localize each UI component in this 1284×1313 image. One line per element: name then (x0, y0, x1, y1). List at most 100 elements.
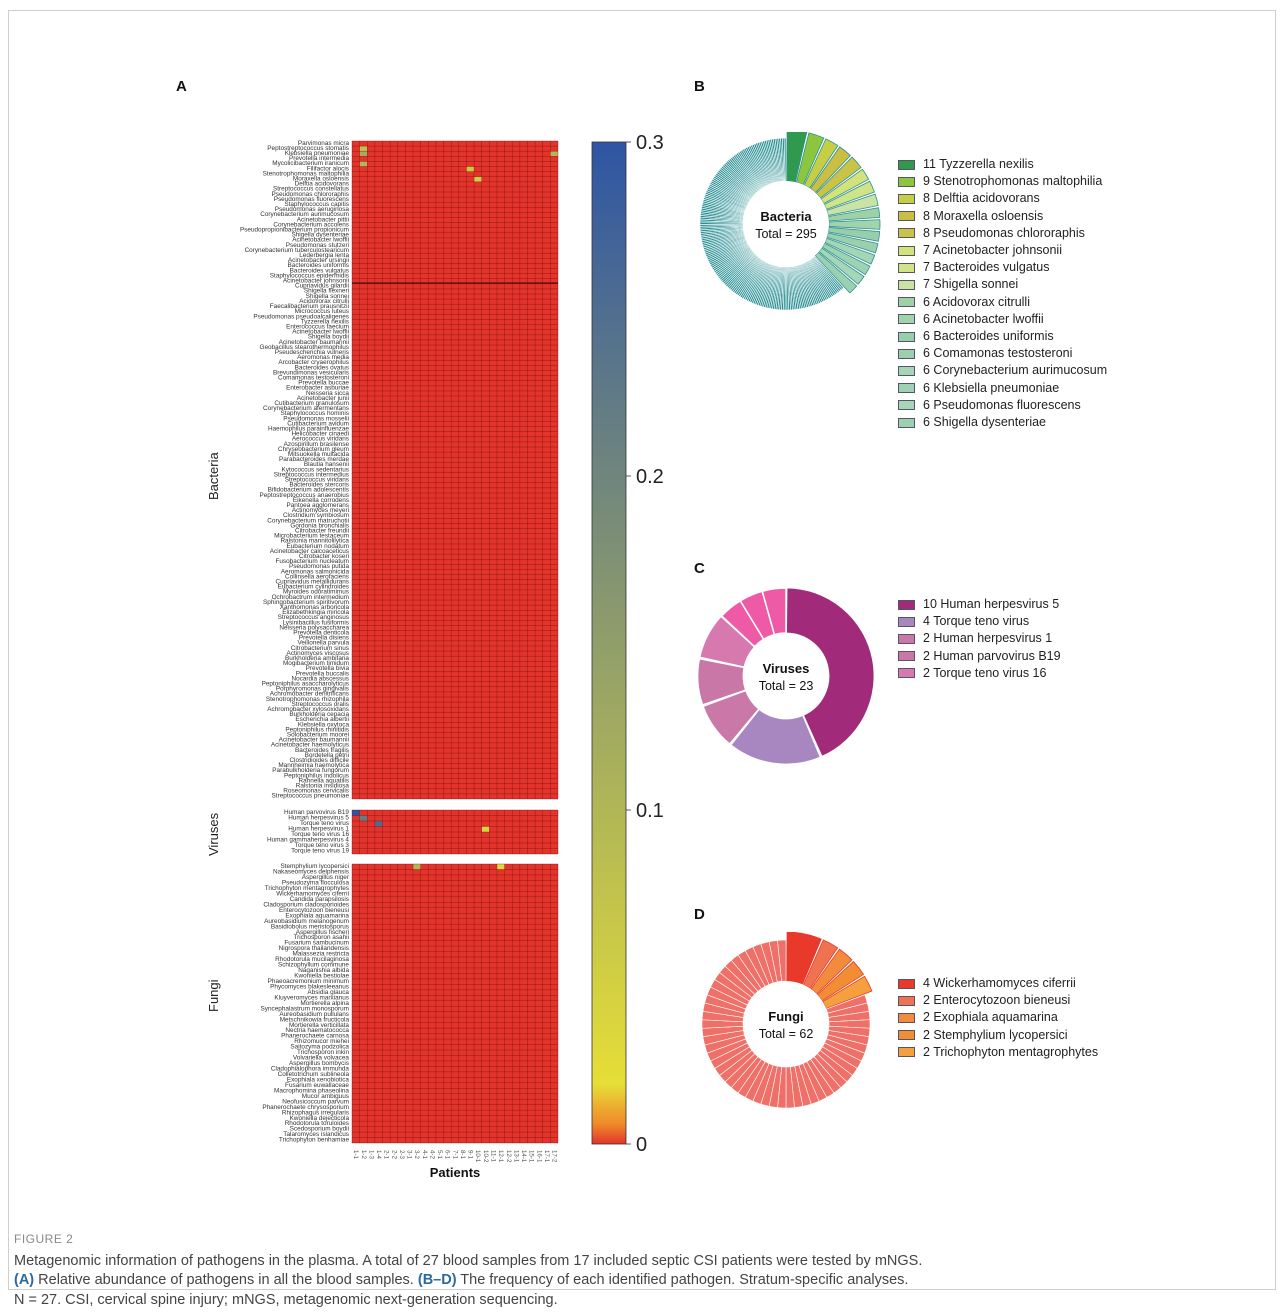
legend-label: 6 Bacteroides uniformis (923, 329, 1054, 344)
legend-swatch (898, 1047, 915, 1058)
legend-swatch (898, 314, 915, 325)
heatmap-row-label: Gordonia bronchialis (290, 522, 349, 529)
legend-label: 7 Acinetobacter johnsonii (923, 243, 1062, 258)
heatmap-col-label: 1-1 (352, 1150, 359, 1160)
heatmap-row-label: Enterocytozoon bieneusi (279, 907, 349, 914)
legend-item: 2 Human parvovirus B19 (898, 648, 1061, 665)
heatmap-col-label: 4-1 (421, 1150, 428, 1160)
donut-total: Total = 62 (759, 1027, 814, 1041)
heatmap-row-label: Lederbergia lenta (299, 252, 349, 259)
caption-tag-bd: (B–D) (417, 1272, 457, 1288)
heatmap-row-label: Ralstonia mannitolilytica (280, 538, 349, 545)
heatmap-row-label: Acidovorax citrulli (299, 298, 349, 305)
donut-title: Fungi (768, 1009, 803, 1024)
donut-hole (743, 981, 829, 1067)
heatmap-row-label: Eikenella corrodens (293, 497, 349, 504)
figure-frame (8, 10, 1276, 1290)
heatmap-row-label: Acinetobacter junii (297, 395, 349, 402)
legend-label: 2 Human parvovirus B19 (923, 648, 1061, 663)
heatmap-row-label: Prevotella bivia (306, 665, 350, 672)
heatmap-row-label: Absidia glauca (307, 989, 349, 996)
colorbar-tick-label: 0 (636, 1134, 647, 1156)
legend-label: 6 Acinetobacter lwoffii (923, 311, 1044, 326)
legend-item: 6 Acinetobacter lwoffii (898, 311, 1107, 328)
legend-swatch (898, 262, 915, 273)
heatmap-row-label: Corynebacterium accolens (273, 221, 349, 228)
heatmap-row-label: Shigella sonnei (306, 293, 349, 300)
heatmap-row-label: Fusarium euwallaceae (285, 1082, 349, 1089)
heatmap-row-label: Peptostreptococcus anaerobius (259, 492, 349, 499)
heatmap-row-label: Naganishia albida (298, 967, 349, 974)
heatmap-row-label: Comamonas testosteroni (278, 374, 349, 381)
heatmap-cell (374, 821, 383, 827)
heatmap-row-label: Pseudomonas stutzeri (286, 242, 349, 249)
legend-label: 6 Corynebacterium aurimucosum (923, 363, 1108, 378)
heatmap-x-label: Patients (430, 1165, 481, 1180)
heatmap-row-label: Rhodotorula mucilaginosa (275, 956, 349, 963)
heatmap-row-label: Klebsiella oxytoca (298, 721, 350, 728)
heatmap-row-label: Chryseobacterium gleum (278, 446, 349, 453)
panel-label-c: C (694, 560, 705, 577)
heatmap-row-label: Moraxella osloensis (293, 176, 349, 183)
heatmap-row-label: Xanthomonas arboricola (280, 604, 350, 611)
heatmap-col-label: 14-1 (520, 1150, 527, 1163)
heatmap-row-label: Tyzzerella nexilis (301, 318, 349, 325)
heatmap-row-label: Aspergillus fischeri (296, 929, 349, 936)
heatmap-row-label: Aeromonas media (297, 354, 349, 361)
heatmap-row-label: Kluyveromyces marxianus (274, 994, 349, 1001)
heatmap-row-label: Malassezia restricta (293, 951, 350, 958)
heatmap-cell (359, 151, 368, 157)
heatmap-row-label: Microbacterium testaceum (274, 533, 349, 540)
heatmap-row-label: Streptococcus constellatus (273, 186, 349, 193)
heatmap-row-label: Metschnikowia fructicola (280, 1016, 350, 1023)
heatmap-row-label: Mycolicibacterium iranicum (272, 160, 349, 167)
heatmap-col-label: 1-3 (367, 1150, 374, 1160)
legend-item: 10 Human herpesvirus 5 (898, 596, 1061, 613)
heatmap-row-label: Burkholderia cepacia (289, 711, 349, 718)
heatmap-cell (359, 815, 368, 821)
heatmap-row-label: Rahnella aquatilis (299, 777, 349, 784)
heatmap-row-label: Talaromyces islandicus (283, 1131, 349, 1138)
legend-item: 8 Delftia acidovorans (898, 190, 1107, 207)
heatmap-row-label: Pseudomonas chlororaphis (272, 191, 349, 198)
heatmap-row-label: Ochrobactrum intermedium (272, 594, 349, 601)
heatmap-row-label: Brevundimonas vesicularis (273, 369, 349, 376)
heatmap-row-label: Colletotrichum sublineola (278, 1071, 350, 1078)
heatmap-row-label: Pseudescherichia vulneris (275, 349, 349, 356)
legend-bacteria: 11 Tyzzerella nexilis 9 Stenotrophomonas … (898, 156, 1107, 431)
heatmap-row-label: Achromobacter xylosoxidans (267, 706, 349, 713)
heatmap-row-label: Enterococcus faecium (286, 323, 349, 330)
heatmap-cell (474, 176, 482, 182)
legend-swatch (898, 651, 915, 662)
legend-item: 6 Pseudomonas fluorescens (898, 397, 1107, 414)
legend-label: 8 Pseudomonas chlororaphis (923, 225, 1085, 240)
heatmap-row-label: Acinetobacter baumannii (279, 737, 349, 744)
heatmap-row-label: Aspergillus niger (302, 874, 350, 881)
heatmap-row-label: Cladosporium cladosporioides (263, 901, 349, 908)
heatmap-row-label: Human herpesvirus 5 (288, 815, 349, 822)
heatmap-row-label: Wickerhamomyces ciferrii (276, 890, 349, 897)
heatmap-row-label: Pseudomonas putida (289, 563, 349, 570)
heatmap-row-label: Pseudomonas mosselii (283, 415, 349, 422)
heatmap-row-label: Bifidobacterium adolescentis (268, 487, 349, 494)
heatmap-row-label: Human herpesvirus 1 (288, 826, 349, 833)
heatmap-row-label: Mitsuokella multacida (288, 451, 350, 458)
heatmap-row-label: Roseomonas cervicalis (283, 788, 349, 795)
legend-label: 6 Shigella dysenteriae (923, 415, 1046, 430)
heatmap-cell (481, 826, 490, 832)
heatmap-row-label: Acinetobacter pittii (297, 216, 349, 223)
heatmap-row-label: Parvimonas micra (298, 140, 350, 147)
heatmap-row-label: Shigella flexneri (304, 288, 349, 295)
heatmap-row-label: Saitozyma podzolica (290, 1044, 349, 1051)
heatmap-row-label: Corynebacterium tuberculostearicum (245, 247, 349, 254)
heatmap-row-label: Stemphylium lycopersici (280, 863, 349, 870)
heatmap-row-label: Mortierella verticillata (289, 1022, 349, 1029)
heatmap-row-label: Clostridium symbiosum (283, 512, 349, 519)
heatmap-row-label: Bacteroides uniformis (288, 262, 349, 269)
heatmap-row-label: Nocardia abscessus (291, 675, 349, 682)
heatmap-row-label: Candida parapsilosis (290, 896, 349, 903)
heatmap-row-label: Exophiala xenobiotica (287, 1076, 350, 1083)
legend-item: 8 Pseudomonas chlororaphis (898, 225, 1107, 242)
heatmap-row-label: Scedosporium boydii (290, 1126, 349, 1133)
legend-label: 4 Wickerhamomyces ciferrii (923, 976, 1076, 990)
